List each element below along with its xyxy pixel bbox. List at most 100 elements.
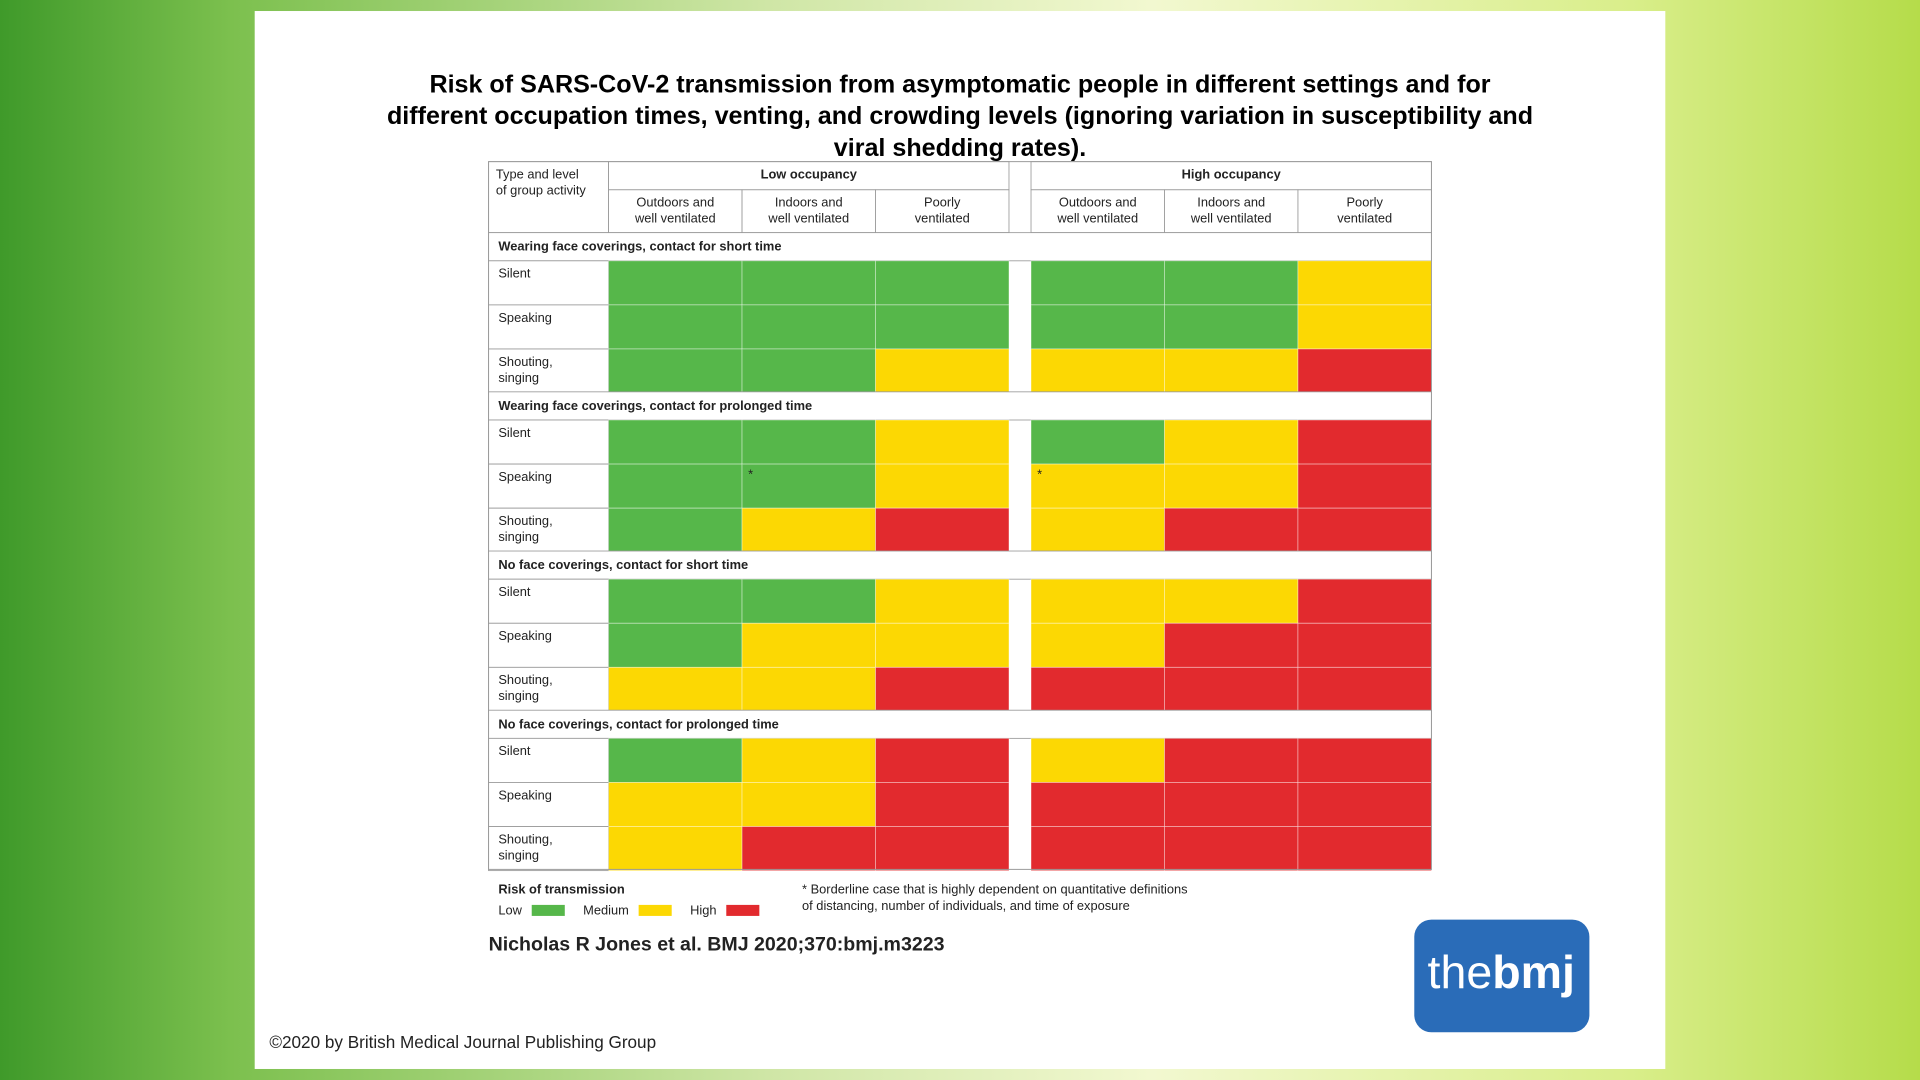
activity-label: Shouting,: [498, 513, 552, 528]
risk-cell: [741, 826, 876, 872]
risk-cell: [608, 419, 743, 465]
risk-cell: [1030, 666, 1165, 712]
legend-swatch: [531, 904, 565, 916]
corner-label: of group activity: [496, 182, 587, 197]
setting-label: ventilated: [915, 211, 970, 226]
risk-cell: [608, 737, 743, 783]
risk-cell: [1030, 419, 1165, 465]
risk-cell: [741, 737, 876, 783]
activity-cell: [488, 782, 609, 827]
legend-swatch: [726, 904, 760, 916]
legend-label: High: [690, 902, 716, 917]
activity-label: Silent: [498, 584, 531, 599]
risk-cell: [875, 622, 1010, 668]
risk-cell: [1297, 507, 1432, 553]
header-cell: [488, 161, 609, 234]
risk-cell: [1164, 782, 1299, 827]
activity-label: singing: [498, 370, 539, 385]
risk-cell: [608, 304, 743, 350]
risk-cell: [1164, 826, 1299, 872]
activity-label: Silent: [498, 425, 531, 440]
risk-cell: [741, 578, 876, 624]
setting-label: ventilated: [1337, 211, 1392, 226]
risk-cell: [741, 304, 876, 350]
setting-label: well ventilated: [634, 211, 716, 226]
risk-cell: [741, 507, 876, 553]
setting-label: well ventilated: [767, 211, 849, 226]
activity-label: singing: [498, 847, 539, 862]
group-label: No face coverings, contact for prolonged…: [498, 716, 778, 731]
risk-cell: [875, 419, 1010, 465]
occupancy-header: [608, 161, 1010, 191]
setting-header: [1030, 189, 1165, 234]
setting-label: Outdoors and: [636, 195, 714, 210]
borderline-note: *: [1037, 466, 1042, 481]
title-line: viral shedding rates).: [834, 134, 1086, 162]
setting-label: Indoors and: [1197, 195, 1265, 210]
setting-header: [1297, 189, 1432, 234]
activity-cell: [488, 463, 609, 509]
setting-label: well ventilated: [1190, 211, 1272, 226]
logo-box: [1414, 919, 1590, 1033]
risk-cell: [1297, 578, 1432, 624]
activity-label: Speaking: [498, 469, 552, 484]
group-label: No face coverings, contact for short tim…: [498, 557, 748, 572]
risk-cell: [1164, 419, 1299, 465]
risk-cell: [875, 826, 1010, 872]
setting-label: well ventilated: [1056, 211, 1138, 226]
setting-label: Poorly: [924, 195, 961, 210]
activity-label: singing: [498, 688, 539, 703]
logo-part: the: [1428, 946, 1493, 998]
risk-cell: [608, 348, 743, 394]
risk-cell: [875, 507, 1010, 553]
risk-cell: [1297, 419, 1432, 465]
title-line: different occupation times, venting, and…: [387, 102, 1533, 130]
risk-cell: [1164, 304, 1299, 350]
corner-label: Type and level: [496, 166, 579, 181]
risk-cell: [1297, 622, 1432, 668]
logo-part: bmj: [1492, 946, 1575, 998]
risk-cell: [741, 463, 876, 509]
risk-cell: [1164, 463, 1299, 509]
risk-cell: [1164, 622, 1299, 668]
activity-label: Speaking: [498, 310, 552, 325]
risk-cell: [875, 737, 1010, 783]
risk-cell: [741, 348, 876, 394]
activity-cell: [488, 507, 609, 553]
activity-label: Speaking: [498, 787, 552, 802]
risk-cell: [1164, 737, 1299, 783]
risk-cell: [741, 782, 876, 827]
borderline-note: *: [748, 466, 753, 481]
risk-cell: [1164, 507, 1299, 553]
citation: Nicholas R Jones et al. BMJ 2020;370:bmj…: [489, 933, 945, 955]
risk-cell: [741, 260, 876, 306]
risk-cell: [1297, 826, 1432, 872]
risk-cell: [1030, 507, 1165, 553]
risk-cell: [875, 578, 1010, 624]
risk-cell: [608, 507, 743, 553]
risk-cell: [608, 622, 743, 668]
copyright: ©2020 by British Medical Journal Publish…: [269, 1032, 656, 1052]
activity-label: Shouting,: [498, 831, 552, 846]
activity-label: singing: [498, 529, 539, 544]
setting-label: Outdoors and: [1059, 195, 1137, 210]
activity-cell: [488, 304, 609, 350]
group-header: [488, 709, 1432, 739]
risk-cell: [608, 463, 743, 509]
risk-cell: [1164, 666, 1299, 712]
group-label: Wearing face coverings, contact for prol…: [498, 398, 812, 413]
group-header: [488, 550, 1432, 580]
risk-cell: [608, 666, 743, 712]
setting-label: Poorly: [1346, 195, 1383, 210]
risk-cell: [875, 304, 1010, 350]
risk-cell: [1030, 463, 1165, 509]
risk-cell: [1297, 737, 1432, 783]
legend-label: Medium: [583, 902, 629, 917]
risk-cell: [1297, 782, 1432, 827]
table-border: [488, 161, 1432, 870]
risk-cell: [1164, 260, 1299, 306]
risk-cell: [608, 826, 743, 872]
title-line: Risk of SARS-CoV-2 transmission from asy…: [429, 70, 1490, 98]
legend-title: Risk of transmission: [498, 882, 624, 897]
